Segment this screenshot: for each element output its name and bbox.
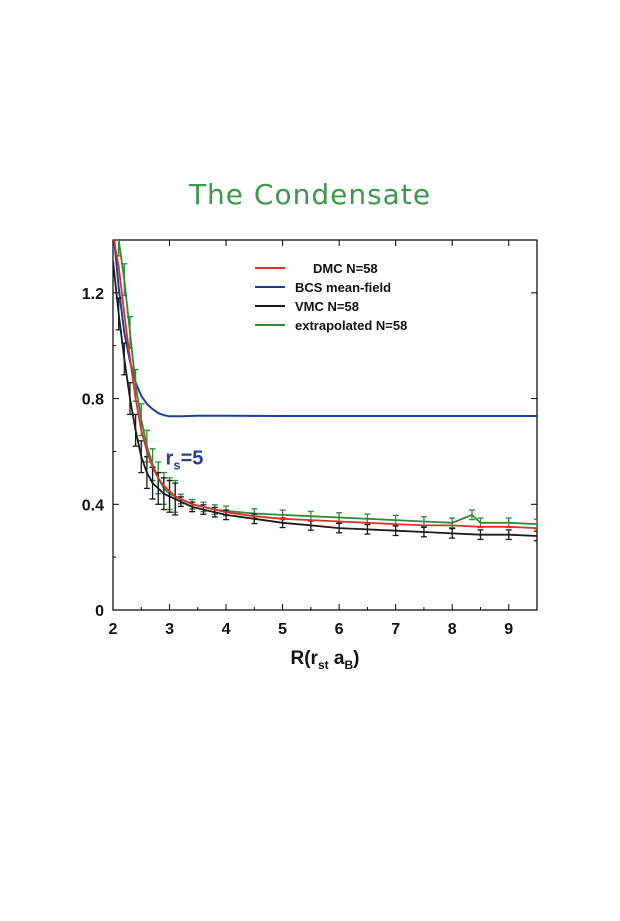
data-point xyxy=(310,519,312,521)
x-axis-label: R(rst aB) xyxy=(291,648,360,672)
data-point xyxy=(123,313,125,315)
data-point xyxy=(536,415,537,417)
data-point xyxy=(508,415,510,417)
data-point xyxy=(118,265,120,268)
data-point xyxy=(163,485,165,487)
data-point xyxy=(168,415,171,417)
rs-annotation-part: =5 xyxy=(181,448,204,470)
x-axis-label-subscript: B xyxy=(344,658,353,672)
data-point xyxy=(146,403,148,405)
data-point xyxy=(451,415,453,417)
data-point xyxy=(536,527,537,529)
data-point xyxy=(168,490,171,492)
data-point xyxy=(140,429,142,431)
x-tick-label: 4 xyxy=(222,621,231,638)
axes-frame xyxy=(112,239,538,611)
data-point xyxy=(174,495,176,497)
x-axis-label-subscript: st xyxy=(318,658,329,672)
data-point xyxy=(157,412,159,414)
data-point xyxy=(157,477,159,479)
data-point xyxy=(338,415,340,417)
data-point xyxy=(191,503,193,505)
x-tick-label: 6 xyxy=(335,621,344,638)
y-tick-label: 0.4 xyxy=(82,497,104,514)
x-axis-label-part: ) xyxy=(353,648,359,669)
data-point xyxy=(151,466,154,468)
data-point xyxy=(151,408,154,410)
data-point xyxy=(163,414,165,416)
data-point xyxy=(202,506,205,508)
x-tick-label: 9 xyxy=(504,621,513,638)
rs-annotation: rs=5 xyxy=(166,448,204,473)
y-tick-label: 0.8 xyxy=(82,392,104,409)
data-point xyxy=(135,397,137,400)
data-point xyxy=(395,523,397,525)
y-tick-label: 0 xyxy=(95,603,104,620)
data-point xyxy=(253,515,255,517)
x-axis-label-part: R(r xyxy=(291,648,319,669)
data-point xyxy=(112,226,113,227)
data-point xyxy=(129,358,131,360)
x-tick-label: 2 xyxy=(109,621,118,638)
data-point xyxy=(118,286,120,289)
x-axis-label-part: a xyxy=(329,648,345,669)
data-point xyxy=(508,526,510,528)
data-point xyxy=(282,518,284,520)
y-tick-label: 1.2 xyxy=(82,286,104,303)
data-point xyxy=(214,508,216,511)
data-point xyxy=(282,415,284,417)
data-point xyxy=(112,234,113,235)
page-title: The Condensate xyxy=(188,178,432,211)
series-line xyxy=(113,261,537,537)
data-point xyxy=(140,395,142,397)
data-point xyxy=(366,522,368,524)
legend-label: extrapolated N=58 xyxy=(295,318,407,333)
legend-label: VMC N=58 xyxy=(295,299,359,314)
data-point xyxy=(395,415,397,417)
x-tick-label: 5 xyxy=(278,621,287,638)
data-point xyxy=(180,498,182,500)
data-point xyxy=(338,520,340,523)
data-point xyxy=(180,415,182,417)
x-tick-label: 7 xyxy=(391,621,400,638)
series-group xyxy=(112,226,537,542)
plot-area: 2 3 4 5 6 7 8 9 0 0.4 0.8 1.2 R(rst aB) rs=5 DMC N=58 B… xyxy=(82,226,538,672)
x-tick-label: 8 xyxy=(448,621,457,638)
series-line xyxy=(113,240,537,529)
data-point xyxy=(451,524,453,527)
legend-label: BCS mean-field xyxy=(295,280,391,295)
data-point xyxy=(197,415,199,417)
data-point xyxy=(479,526,482,528)
data-point xyxy=(146,450,148,453)
rs-annotation-part: r xyxy=(166,448,174,470)
x-tick-label: 3 xyxy=(165,621,174,638)
legend-label: DMC N=58 xyxy=(313,261,378,276)
data-point xyxy=(123,331,125,334)
data-point xyxy=(423,524,425,527)
data-point xyxy=(225,511,227,513)
data-point xyxy=(225,415,227,417)
rs-annotation-subscript: s xyxy=(173,458,180,473)
